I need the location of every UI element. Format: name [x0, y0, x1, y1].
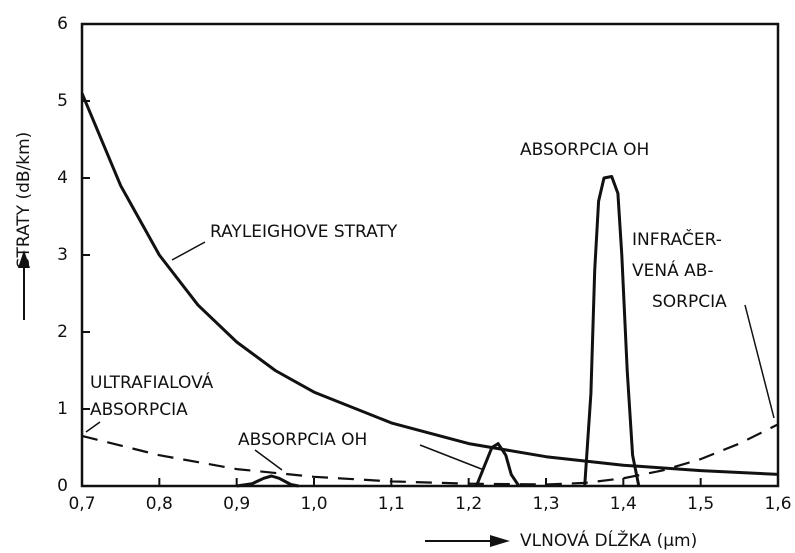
annotation: ABSORPCIA OH: [520, 140, 649, 160]
leader-line: [744, 304, 775, 419]
line-series: [236, 474, 299, 488]
leader-line: [85, 421, 101, 433]
x-tick-label: 1,5: [687, 494, 714, 514]
x-tick-label: 1,1: [378, 494, 405, 514]
leader-line: [419, 444, 485, 471]
x-tick-label: 0,7: [68, 494, 95, 514]
annotation: SORPCIA: [652, 292, 727, 312]
x-tick-label: 0,8: [146, 494, 173, 514]
x-axis-arrowhead: [490, 535, 510, 547]
y-tick-label: 6: [57, 14, 68, 34]
y-axis-label: STRATY (dB/km): [14, 132, 34, 269]
annotation: ULTRAFIALOVÁ: [90, 371, 214, 393]
annotation: RAYLEIGHOVE STRATY: [210, 222, 398, 242]
leader-lines: [85, 241, 775, 471]
y-axis-arrowhead: [18, 250, 30, 268]
annotation: INFRAČER-: [632, 228, 722, 250]
leader-line: [254, 449, 283, 471]
x-tick-label: 1,3: [532, 494, 559, 514]
x-tick-label: 1,0: [300, 494, 327, 514]
y-tick-label: 2: [57, 322, 68, 342]
annotation: VENÁ AB-: [632, 259, 714, 281]
x-axis-label: VLNOVÁ DĹŽKA (µm): [520, 529, 697, 551]
x-tick-label: 1,6: [764, 494, 791, 514]
x-tick-label: 1,4: [610, 494, 637, 514]
y-tick-label: 1: [57, 399, 68, 419]
y-tick-label: 3: [57, 245, 68, 265]
line-series: [81, 423, 779, 486]
line-series: [475, 442, 521, 487]
x-tick-label: 0,9: [223, 494, 250, 514]
line-series: [583, 175, 641, 487]
line-series: [80, 92, 779, 476]
annotation: ABSORPCIA: [90, 400, 188, 420]
y-tick-label: 0: [57, 476, 68, 496]
y-tick-label: 4: [57, 168, 68, 188]
y-tick-label: 5: [57, 91, 68, 111]
x-tick-label: 1,2: [455, 494, 482, 514]
leader-line: [171, 241, 206, 261]
annotation: ABSORPCIA OH: [238, 430, 367, 450]
